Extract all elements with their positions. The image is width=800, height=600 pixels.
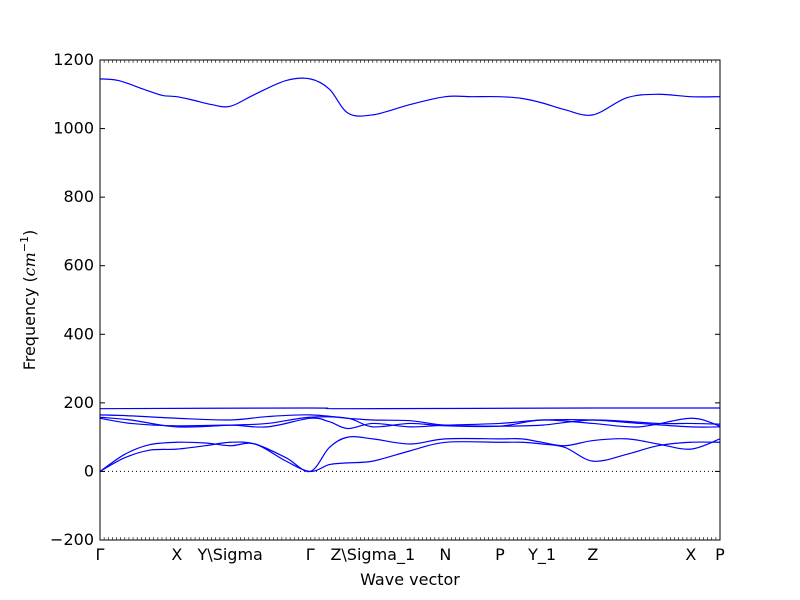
- y-tick-label: 1200: [53, 50, 94, 69]
- y-tick-label: 800: [63, 187, 94, 206]
- x-tick-label: Γ: [96, 545, 105, 564]
- y-tick-label: 600: [63, 256, 94, 275]
- tick-layer: −200 0 200 400 600 800 1000 1200 Γ X Y\Sigma Γ Z\Sig…: [50, 50, 725, 565]
- series-layer: [99, 77, 721, 473]
- x-tick-label: P: [495, 545, 505, 564]
- series-line-6: [99, 441, 721, 473]
- y-axis-label-text: Frequency (: [20, 276, 39, 370]
- y-axis-label-close: ): [20, 230, 39, 236]
- x-tick-label: Γ: [306, 545, 315, 564]
- y-axis-label-unit: cm: [20, 252, 39, 276]
- x-tick-label: P: [715, 545, 725, 564]
- x-tick-label: X: [685, 545, 696, 564]
- y-tick-label: 200: [63, 393, 94, 412]
- x-axis-label: Wave vector: [360, 570, 460, 589]
- y-tick-label: −200: [50, 530, 94, 549]
- series-line-5: [99, 417, 721, 430]
- series-line-2: [99, 407, 721, 410]
- series-line-3: [99, 414, 721, 427]
- y-tick-label: 400: [63, 324, 94, 343]
- series-line-7: [99, 436, 721, 473]
- y-axis-label: Frequency (cm−1): [18, 230, 39, 371]
- y-tick-label: 1000: [53, 119, 94, 138]
- plot-frame: [99, 59, 721, 541]
- x-tick-label: N: [439, 545, 451, 564]
- y-tick-label: 0: [84, 461, 94, 480]
- x-tick-label: Y\Sigma: [197, 545, 263, 564]
- x-tick-label: Z: [587, 545, 598, 564]
- y-axis-label-exponent: −1: [18, 236, 31, 252]
- x-tick-label: X: [171, 545, 182, 564]
- series-line-1: [99, 77, 721, 117]
- x-tick-label: Y_1: [527, 545, 556, 565]
- x-tick-label: Z\Sigma_1: [330, 545, 415, 565]
